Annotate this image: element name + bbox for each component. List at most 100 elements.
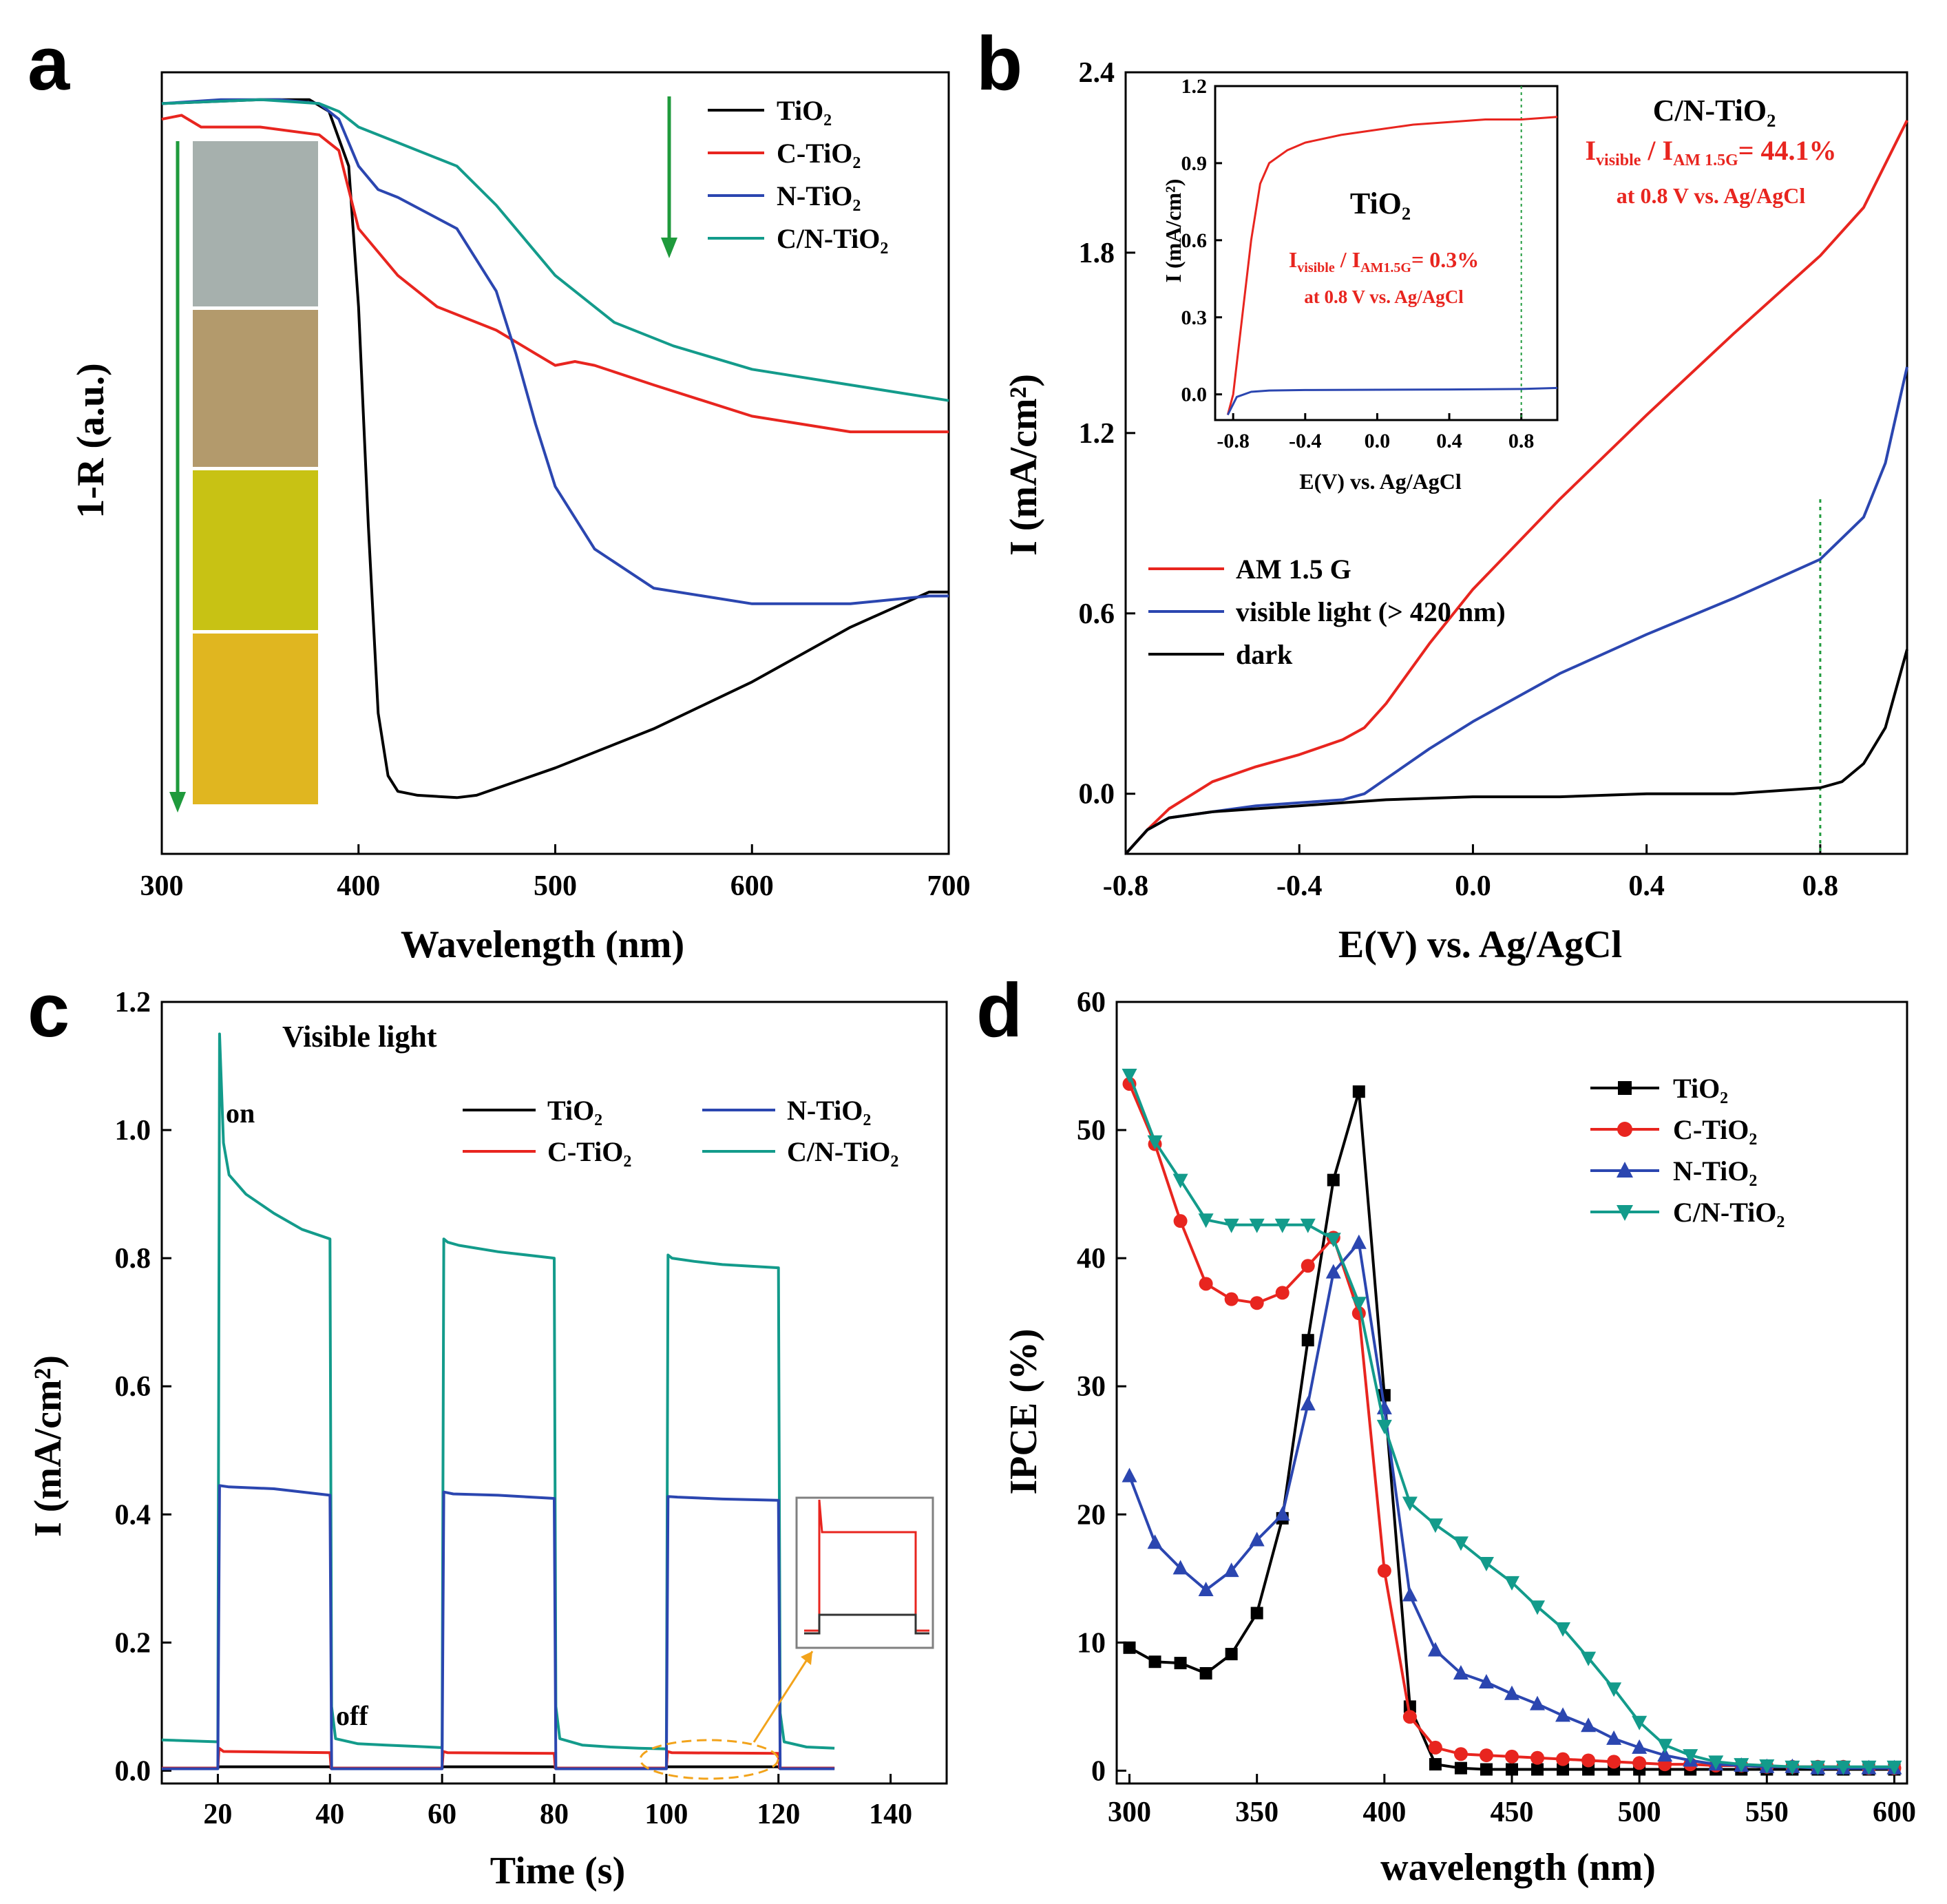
data-point-c-n-tio2 <box>1759 1759 1775 1774</box>
y-tick-label: 0.0 <box>1079 779 1115 810</box>
ratio-potential: at 0.8 V vs. Ag/AgCl <box>1617 183 1806 208</box>
data-point-c-n-tio2 <box>1606 1682 1622 1697</box>
y-tick-label: 0.2 <box>115 1627 151 1659</box>
data-point-c-tio2 <box>1505 1749 1519 1764</box>
data-point-tio2 <box>1327 1173 1340 1186</box>
panel-letter-c: c <box>28 968 70 1053</box>
x-tick-label: 60 <box>428 1799 456 1830</box>
legend-label-c-tio2: C-TiO₂ <box>1673 1114 1757 1145</box>
data-point-n-tio2 <box>1300 1396 1316 1411</box>
data-point-n-tio2 <box>1478 1674 1494 1689</box>
legend-label-n-tio2: N-TiO₂ <box>787 1095 871 1126</box>
y-tick-label: 0.0 <box>1181 384 1208 406</box>
panel-letter-a: a <box>28 21 70 106</box>
data-point-tio2 <box>1429 1758 1442 1771</box>
data-point-c-n-tio2 <box>1147 1135 1163 1150</box>
data-point-c-tio2 <box>1250 1296 1264 1310</box>
x-tick-label: 0.4 <box>1436 430 1462 452</box>
photo-arrow-icon <box>169 141 186 813</box>
data-point-n-tio2 <box>1122 1467 1137 1483</box>
legend-label-am15g: AM 1.5 G <box>1236 554 1351 585</box>
x-tick-label: 120 <box>757 1799 800 1830</box>
data-point-c-tio2 <box>1301 1259 1315 1273</box>
zoom-inset-tio2-trace <box>804 1613 929 1635</box>
annotation-on: on <box>226 1098 255 1129</box>
y-tick-label: 1.0 <box>115 1115 151 1147</box>
legend-item-cn-tio2: C/N-TiO₂ <box>702 1136 898 1167</box>
y-axis-label: I (mA/cm²) <box>1002 374 1045 556</box>
legend-item-tio2: TiO₂ <box>463 1095 602 1126</box>
legend-c: TiO₂ C-TiO₂ N-TiO₂ C/N-TiO₂ <box>463 1095 898 1167</box>
data-point-c-n-tio2 <box>1300 1218 1316 1233</box>
legend-item-am15g: AM 1.5 G <box>1148 554 1351 585</box>
series-line-c-n-tio2 <box>161 98 949 402</box>
data-point-tio2 <box>1301 1334 1314 1347</box>
legend-label-n-tio2: N-TiO₂ <box>1673 1155 1757 1186</box>
y-tick-label: 1.2 <box>115 987 151 1018</box>
series-line-dark <box>1124 649 1908 855</box>
y-tick-label: 1.2 <box>1181 75 1208 98</box>
legend-marker-c-tio2 <box>1617 1122 1632 1137</box>
photo-cn-tio2 <box>193 634 318 804</box>
legend-item-c-tio2: C-TiO₂ <box>463 1136 631 1167</box>
panel-b: b I (mA/cm²) E(V) vs. Ag/AgCl -0.8 -0.4 0.… <box>976 21 1908 966</box>
plot-area-a: 300 400 500 600 700 <box>140 71 971 902</box>
panel-c: c I (mA/cm²) Time (s) 20 40 60 80 100 120 140 0… <box>27 968 948 1892</box>
panel-letter-b: b <box>976 21 1022 106</box>
data-point-c-n-tio2 <box>1657 1739 1673 1754</box>
data-point-n-tio2 <box>1427 1642 1443 1657</box>
y-tick-label: 30 <box>1077 1371 1106 1403</box>
legend-b: AM 1.5 G visible light (> 420 nm) dark <box>1148 554 1506 670</box>
series-line-am-1-5-g <box>1124 119 1908 855</box>
data-point-c-n-tio2 <box>1835 1760 1851 1775</box>
plot-frame <box>1124 71 1908 855</box>
data-point-c-n-tio2 <box>1810 1760 1826 1775</box>
x-axis-label: wavelength (nm) <box>1380 1846 1656 1889</box>
data-point-c-n-tio2 <box>1632 1715 1648 1730</box>
data-point-n-tio2 <box>1274 1506 1290 1521</box>
data-point-tio2 <box>1199 1666 1212 1680</box>
x-tick-label: 600 <box>1873 1797 1916 1828</box>
y-tick-label: 20 <box>1077 1499 1106 1531</box>
x-tick-label: 450 <box>1491 1797 1534 1828</box>
data-point-tio2 <box>1506 1763 1518 1776</box>
plot-area-d: 300 350 400 450 500 550 600 0 10 20 30 40 50 60 <box>1077 987 1916 1828</box>
x-tick-label: 40 <box>315 1799 344 1830</box>
x-tick-label: 400 <box>1362 1797 1406 1828</box>
legend-marker-n-tio2 <box>1617 1162 1633 1178</box>
plot-frame <box>1214 85 1559 421</box>
legend-item-n-tio2: N-TiO₂ <box>1590 1155 1757 1186</box>
data-point-c-n-tio2 <box>1683 1749 1698 1764</box>
legend-label-cn-tio2: C/N-TiO₂ <box>777 223 888 254</box>
legend-item-cn-tio2: C/N-TiO₂ <box>1590 1197 1785 1228</box>
x-tick-label: 0.4 <box>1628 870 1665 902</box>
y-tick-label: 2.4 <box>1079 57 1115 89</box>
data-point-c-tio2 <box>1224 1292 1239 1306</box>
data-point-c-n-tio2 <box>1427 1518 1443 1534</box>
data-point-c-tio2 <box>1377 1564 1391 1578</box>
data-point-c-n-tio2 <box>1785 1760 1800 1775</box>
data-point-c-n-tio2 <box>1555 1622 1571 1637</box>
y-tick-label: 0.6 <box>1181 229 1208 252</box>
data-point-c-n-tio2 <box>1886 1760 1902 1775</box>
x-tick-label: 500 <box>1618 1797 1661 1828</box>
x-tick-label: 0.0 <box>1455 870 1491 902</box>
y-tick-label: 40 <box>1077 1243 1106 1275</box>
photo-c-tio2 <box>193 310 318 467</box>
data-point-n-tio2 <box>1504 1685 1519 1700</box>
chart-title: Visible light <box>282 1020 437 1054</box>
plot-area-b-inset: -0.8 -0.4 0.0 0.4 0.8 0.0 0.3 0.6 0.9 1.2 <box>1181 75 1559 452</box>
data-point-c-tio2 <box>1173 1214 1188 1228</box>
inset-b: I (mA/cm²) E(V) vs. Ag/AgCl -0.8 -0.4 0.0 0… <box>1161 75 1559 494</box>
x-tick-label: 20 <box>203 1799 232 1830</box>
data-point-c-tio2 <box>1199 1277 1213 1291</box>
data-point-tio2 <box>1557 1763 1570 1776</box>
legend-item-visible: visible light (> 420 nm) <box>1148 596 1506 627</box>
data-point-c-n-tio2 <box>1478 1556 1494 1571</box>
data-point-c-n-tio2 <box>1734 1758 1749 1773</box>
data-point-n-tio2 <box>1223 1562 1239 1578</box>
legend-label-tio2: TiO₂ <box>777 95 832 126</box>
plot-area-b: -0.8 -0.4 0.0 0.4 0.8 0.0 0.6 1.2 1.8 2.4 <box>1079 57 1908 902</box>
y-tick-label: 0 <box>1091 1755 1106 1787</box>
